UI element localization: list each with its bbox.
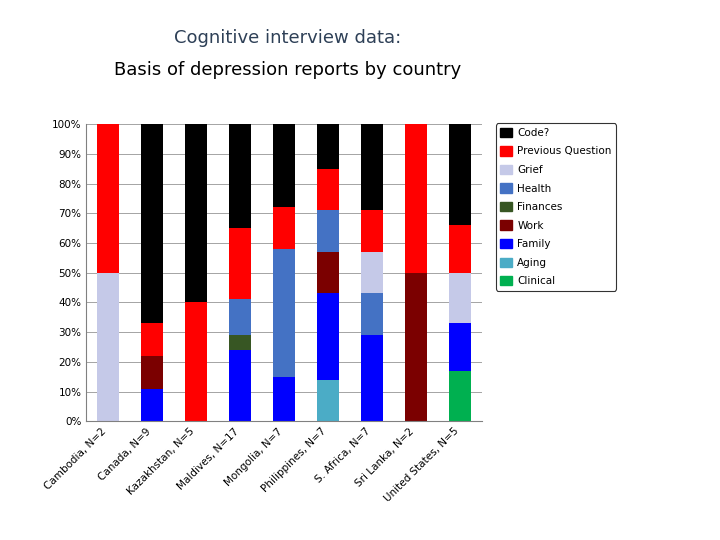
Bar: [449, 225, 472, 273]
Bar: [318, 294, 339, 380]
Bar: [449, 124, 472, 225]
Bar: [141, 91, 163, 323]
Legend: Code?, Previous Question, Grief, Health, Finances, Work, Family, Aging, Clinical: Code?, Previous Question, Grief, Health,…: [495, 124, 616, 291]
Bar: [141, 389, 163, 421]
Bar: [449, 370, 472, 421]
Bar: [230, 335, 251, 350]
Bar: [274, 377, 295, 421]
Bar: [97, 124, 120, 273]
Text: Cognitive interview data:: Cognitive interview data:: [174, 29, 402, 47]
Bar: [361, 210, 384, 252]
Bar: [230, 299, 251, 335]
Bar: [318, 210, 339, 252]
Bar: [274, 124, 295, 207]
Bar: [361, 124, 384, 210]
Bar: [318, 380, 339, 421]
Bar: [405, 124, 428, 273]
Bar: [361, 252, 384, 294]
Bar: [230, 350, 251, 421]
Bar: [141, 356, 163, 389]
Bar: [318, 168, 339, 210]
Bar: [361, 335, 384, 421]
Bar: [141, 323, 163, 356]
Bar: [274, 249, 295, 377]
Bar: [186, 302, 207, 421]
Bar: [97, 273, 120, 421]
Bar: [274, 207, 295, 249]
Bar: [230, 228, 251, 299]
Bar: [449, 323, 472, 370]
Bar: [318, 124, 339, 168]
Bar: [449, 273, 472, 323]
Text: Basis of depression reports by country: Basis of depression reports by country: [114, 61, 462, 79]
Bar: [186, 124, 207, 302]
Bar: [361, 293, 384, 335]
Bar: [318, 252, 339, 294]
Bar: [230, 124, 251, 228]
Bar: [405, 273, 428, 421]
